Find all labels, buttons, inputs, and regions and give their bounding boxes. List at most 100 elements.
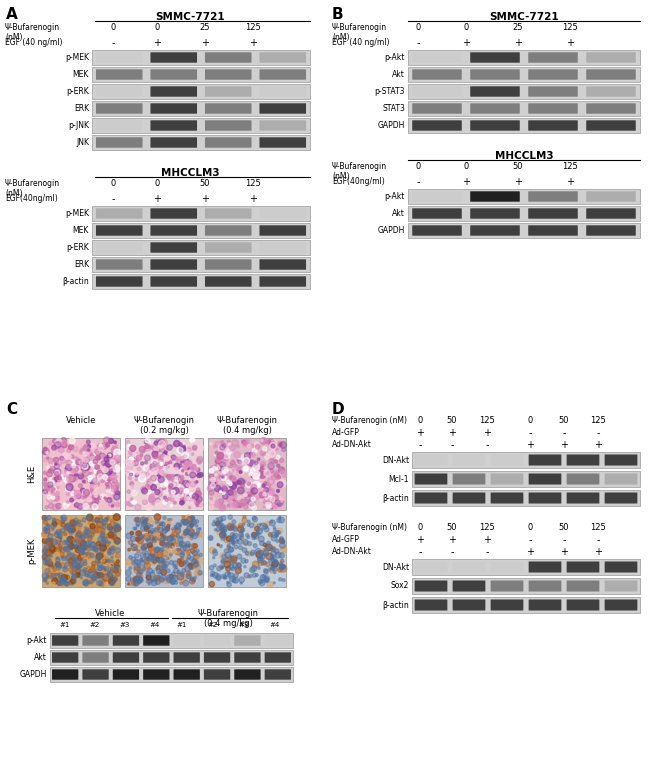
Circle shape	[251, 550, 255, 555]
Circle shape	[273, 567, 278, 571]
Circle shape	[254, 473, 259, 479]
Circle shape	[80, 576, 83, 579]
Circle shape	[222, 555, 227, 559]
Circle shape	[193, 447, 196, 450]
Circle shape	[83, 470, 89, 476]
Circle shape	[146, 573, 151, 577]
Circle shape	[269, 441, 271, 443]
Circle shape	[44, 530, 47, 534]
Circle shape	[145, 534, 151, 541]
Circle shape	[191, 477, 194, 480]
Circle shape	[227, 545, 230, 548]
Circle shape	[67, 477, 73, 482]
Circle shape	[261, 467, 266, 472]
Circle shape	[98, 446, 101, 449]
Circle shape	[145, 439, 150, 443]
Circle shape	[214, 453, 216, 456]
Circle shape	[83, 562, 87, 566]
Text: Ad-GFP: Ad-GFP	[332, 535, 360, 544]
Circle shape	[47, 569, 53, 575]
Circle shape	[194, 445, 198, 449]
Circle shape	[147, 555, 153, 561]
Circle shape	[125, 469, 131, 474]
Circle shape	[126, 559, 132, 565]
Circle shape	[263, 447, 267, 451]
Text: Ψ-Bufarenogin
(nM): Ψ-Bufarenogin (nM)	[5, 23, 60, 42]
Circle shape	[219, 475, 223, 479]
Circle shape	[52, 446, 57, 450]
Circle shape	[232, 534, 237, 539]
Circle shape	[257, 555, 263, 561]
Circle shape	[185, 461, 187, 464]
Text: +: +	[249, 38, 257, 48]
Circle shape	[258, 579, 263, 583]
Circle shape	[47, 488, 50, 491]
Circle shape	[116, 502, 120, 506]
Text: -: -	[528, 428, 532, 438]
FancyBboxPatch shape	[528, 600, 562, 611]
Circle shape	[223, 576, 226, 579]
Circle shape	[84, 525, 87, 527]
Circle shape	[67, 552, 71, 555]
Circle shape	[158, 456, 164, 462]
Circle shape	[214, 471, 216, 474]
Circle shape	[88, 535, 92, 538]
Circle shape	[167, 524, 170, 527]
Circle shape	[231, 538, 234, 541]
FancyBboxPatch shape	[528, 454, 562, 466]
Circle shape	[135, 473, 138, 477]
FancyBboxPatch shape	[528, 120, 578, 131]
Circle shape	[239, 458, 245, 464]
Circle shape	[222, 443, 226, 447]
Circle shape	[53, 457, 58, 463]
Circle shape	[162, 455, 166, 459]
Circle shape	[253, 474, 257, 479]
Circle shape	[184, 532, 187, 535]
Circle shape	[109, 468, 112, 473]
Circle shape	[72, 571, 76, 575]
Circle shape	[99, 444, 102, 446]
Circle shape	[111, 474, 117, 481]
Circle shape	[87, 577, 94, 584]
Circle shape	[194, 499, 200, 505]
Circle shape	[181, 578, 187, 583]
Circle shape	[104, 457, 109, 462]
Circle shape	[237, 445, 240, 448]
Circle shape	[238, 539, 242, 545]
Circle shape	[87, 450, 93, 456]
Circle shape	[164, 467, 166, 469]
Circle shape	[195, 570, 200, 575]
Circle shape	[163, 474, 166, 477]
Circle shape	[187, 526, 192, 531]
Circle shape	[166, 543, 170, 546]
Circle shape	[90, 480, 94, 484]
Circle shape	[180, 537, 182, 539]
Circle shape	[162, 542, 167, 548]
Circle shape	[271, 551, 276, 557]
Circle shape	[101, 552, 103, 554]
Circle shape	[83, 489, 90, 495]
Circle shape	[259, 551, 264, 555]
Circle shape	[112, 535, 117, 539]
Circle shape	[249, 523, 254, 527]
Circle shape	[99, 583, 101, 586]
Circle shape	[136, 522, 140, 526]
Circle shape	[133, 459, 138, 464]
Circle shape	[157, 520, 160, 523]
Circle shape	[111, 536, 114, 539]
Circle shape	[92, 545, 97, 549]
Circle shape	[55, 472, 58, 475]
Circle shape	[84, 502, 88, 506]
Circle shape	[53, 495, 59, 501]
Circle shape	[101, 480, 104, 483]
FancyBboxPatch shape	[567, 492, 599, 503]
Circle shape	[107, 477, 111, 481]
Circle shape	[170, 553, 172, 556]
Circle shape	[53, 534, 55, 536]
Circle shape	[259, 478, 265, 484]
Circle shape	[251, 453, 255, 456]
Text: -: -	[528, 535, 532, 545]
Circle shape	[191, 516, 194, 519]
Circle shape	[68, 528, 72, 533]
Circle shape	[199, 527, 201, 530]
